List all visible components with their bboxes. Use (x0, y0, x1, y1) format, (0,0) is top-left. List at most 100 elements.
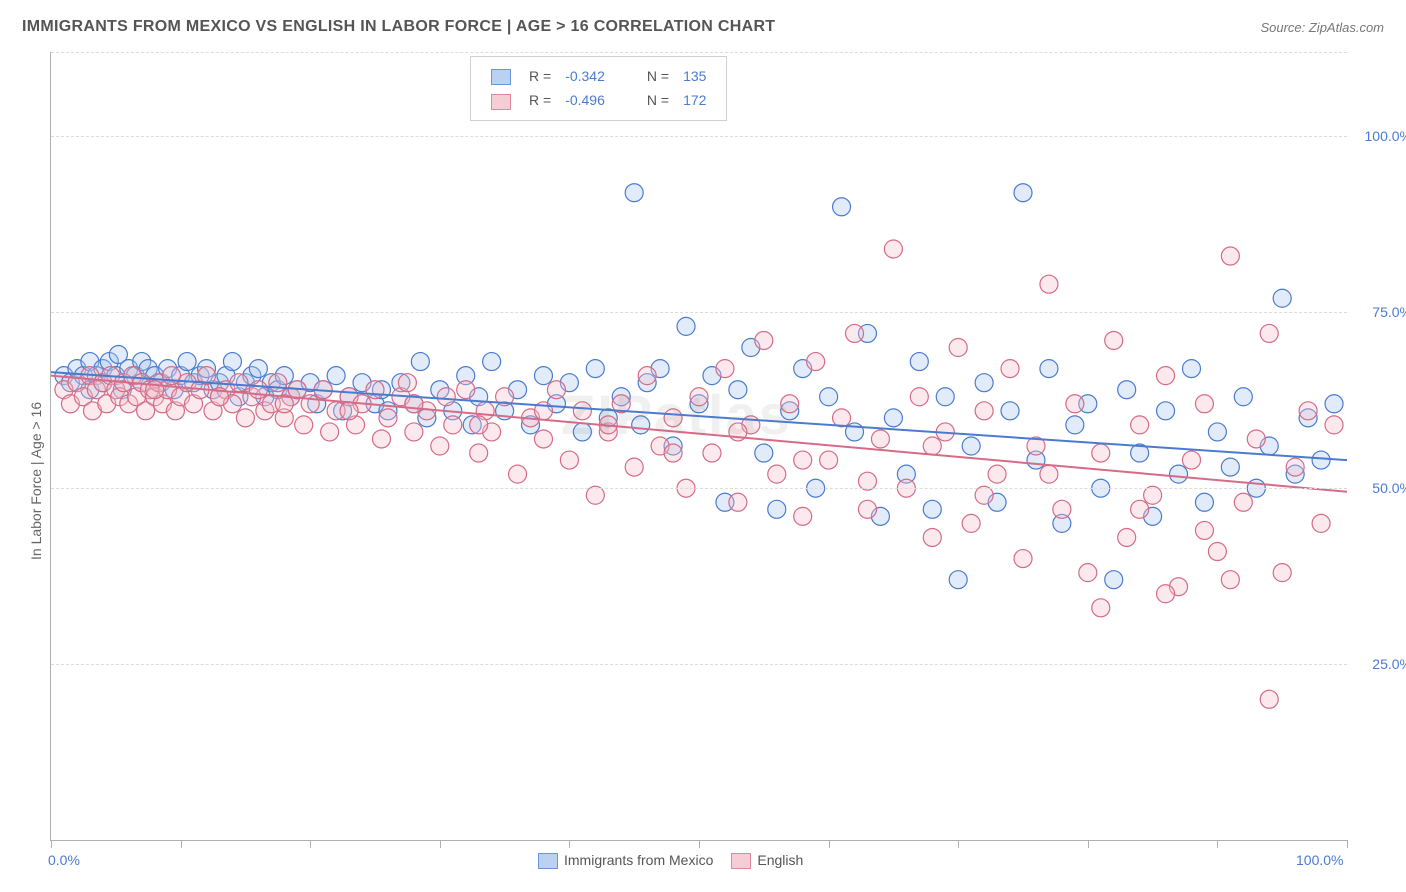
r-label: R = (523, 89, 557, 111)
data-point (1170, 465, 1188, 483)
data-point (975, 402, 993, 420)
data-point (573, 402, 591, 420)
data-point (923, 500, 941, 518)
data-point (781, 395, 799, 413)
data-point (366, 381, 384, 399)
data-point (1273, 289, 1291, 307)
data-point (1182, 360, 1200, 378)
data-point (470, 444, 488, 462)
data-point (230, 374, 248, 392)
data-point (372, 430, 390, 448)
data-point (405, 423, 423, 441)
n-value: 135 (677, 65, 712, 87)
data-point (923, 437, 941, 455)
data-point (223, 353, 241, 371)
data-point (295, 416, 313, 434)
data-point (457, 381, 475, 399)
data-point (677, 317, 695, 335)
data-point (820, 451, 838, 469)
y-tick-label: 75.0% (1357, 304, 1406, 320)
legend-series-label: Immigrants from Mexico (564, 852, 713, 868)
data-point (1079, 564, 1097, 582)
data-point (1131, 416, 1149, 434)
data-point (1157, 585, 1175, 603)
legend-swatch (491, 94, 511, 110)
data-point (833, 198, 851, 216)
data-point (178, 353, 196, 371)
data-point (690, 388, 708, 406)
data-point (1325, 395, 1343, 413)
data-point (269, 374, 287, 392)
data-point (625, 184, 643, 202)
n-value: 172 (677, 89, 712, 111)
data-point (1182, 451, 1200, 469)
x-tick (699, 840, 700, 848)
data-point (1195, 395, 1213, 413)
data-point (573, 423, 591, 441)
chart-plot-area: ZIPatlas 25.0%50.0%75.0%100.0% (50, 52, 1347, 841)
data-point (755, 331, 773, 349)
data-point (1092, 444, 1110, 462)
data-point (398, 374, 416, 392)
data-point (249, 381, 267, 399)
data-point (509, 465, 527, 483)
r-value: -0.496 (559, 89, 611, 111)
data-point (807, 353, 825, 371)
y-tick-label: 50.0% (1357, 480, 1406, 496)
data-point (1299, 402, 1317, 420)
y-tick-label: 100.0% (1357, 128, 1406, 144)
data-point (962, 437, 980, 455)
data-point (625, 458, 643, 476)
data-point (910, 353, 928, 371)
data-point (534, 430, 552, 448)
data-point (632, 416, 650, 434)
series-legend: Immigrants from Mexico English (520, 852, 803, 869)
data-point (1040, 275, 1058, 293)
x-axis-min-label: 0.0% (48, 852, 80, 868)
legend-swatch (538, 853, 558, 869)
data-point (321, 423, 339, 441)
data-point (1157, 367, 1175, 385)
data-point (638, 367, 656, 385)
data-point (1118, 381, 1136, 399)
x-tick (1217, 840, 1218, 848)
data-point (884, 240, 902, 258)
data-point (1053, 500, 1071, 518)
data-point (1234, 388, 1252, 406)
data-point (1312, 451, 1330, 469)
gridline (51, 664, 1347, 665)
x-tick (569, 840, 570, 848)
data-point (1286, 458, 1304, 476)
data-point (664, 444, 682, 462)
data-point (1234, 493, 1252, 511)
data-point (884, 409, 902, 427)
data-point (664, 409, 682, 427)
data-point (483, 353, 501, 371)
data-point (437, 388, 455, 406)
data-point (794, 507, 812, 525)
x-tick (1088, 840, 1089, 848)
legend-series-label: English (757, 852, 803, 868)
data-point (1221, 571, 1239, 589)
data-point (768, 500, 786, 518)
data-point (703, 444, 721, 462)
data-point (1208, 423, 1226, 441)
data-point (1040, 360, 1058, 378)
data-point (755, 444, 773, 462)
data-point (1260, 324, 1278, 342)
data-point (962, 514, 980, 532)
data-point (1195, 493, 1213, 511)
data-point (411, 353, 429, 371)
data-point (379, 409, 397, 427)
y-tick-label: 25.0% (1357, 656, 1406, 672)
data-point (1195, 521, 1213, 539)
data-point (820, 388, 838, 406)
data-point (327, 367, 345, 385)
x-tick (181, 840, 182, 848)
x-axis-max-label: 100.0% (1296, 852, 1343, 868)
chart-svg (51, 52, 1347, 840)
data-point (249, 360, 267, 378)
data-point (833, 409, 851, 427)
data-point (1131, 500, 1149, 518)
data-point (1014, 550, 1032, 568)
